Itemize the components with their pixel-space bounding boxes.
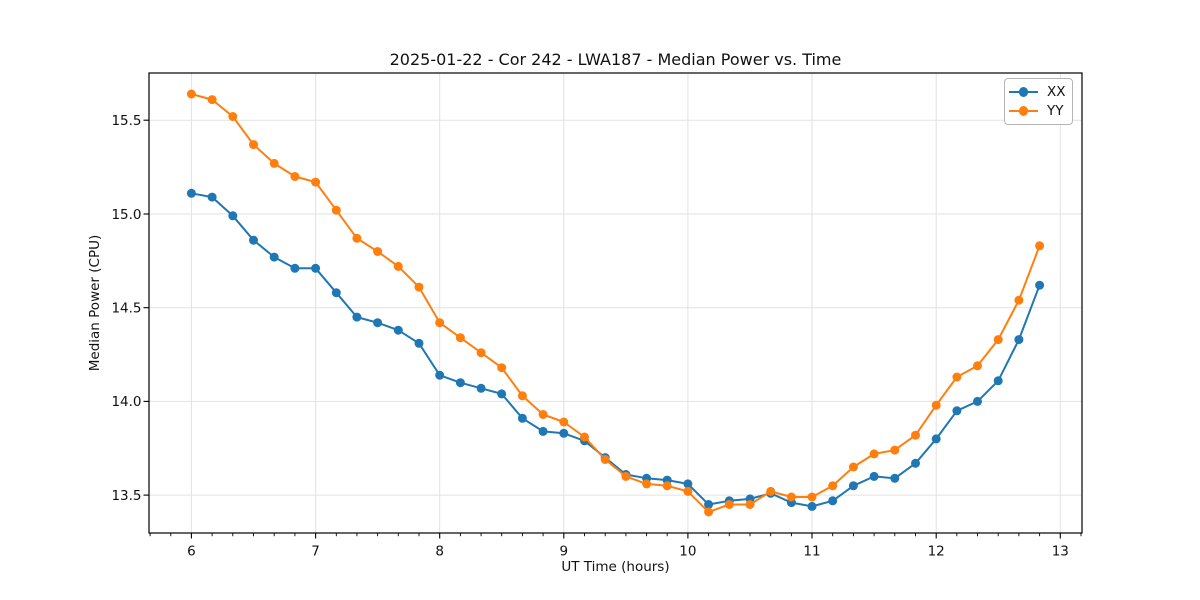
svg-text:11: 11 <box>803 544 820 560</box>
y-axis-label: Median Power (CPU) <box>87 234 103 372</box>
chart-title: 2025-01-22 - Cor 242 - LWA187 - Median P… <box>389 50 842 69</box>
legend-marker-yy <box>1009 106 1038 115</box>
svg-text:6: 6 <box>187 544 196 560</box>
svg-text:14.0: 14.0 <box>111 394 141 410</box>
legend-marker-xx <box>1009 87 1038 96</box>
x-axis-label: UT Time (hours) <box>561 559 670 575</box>
svg-text:13: 13 <box>1052 544 1069 560</box>
svg-text:7: 7 <box>311 544 320 560</box>
svg-text:15.5: 15.5 <box>111 113 141 129</box>
svg-text:12: 12 <box>928 544 945 560</box>
svg-text:13.5: 13.5 <box>111 488 141 504</box>
svg-text:8: 8 <box>435 544 444 560</box>
legend-label-xx: XX <box>1047 84 1066 100</box>
svg-text:15.0: 15.0 <box>111 207 141 223</box>
legend-item-yy: YY <box>1009 104 1067 118</box>
legend-item-xx: XX <box>1009 85 1067 99</box>
legend: XX YY <box>1004 78 1073 125</box>
svg-text:10: 10 <box>679 544 696 560</box>
svg-text:14.5: 14.5 <box>111 301 141 317</box>
svg-text:9: 9 <box>560 544 569 560</box>
legend-label-yy: YY <box>1047 103 1064 119</box>
